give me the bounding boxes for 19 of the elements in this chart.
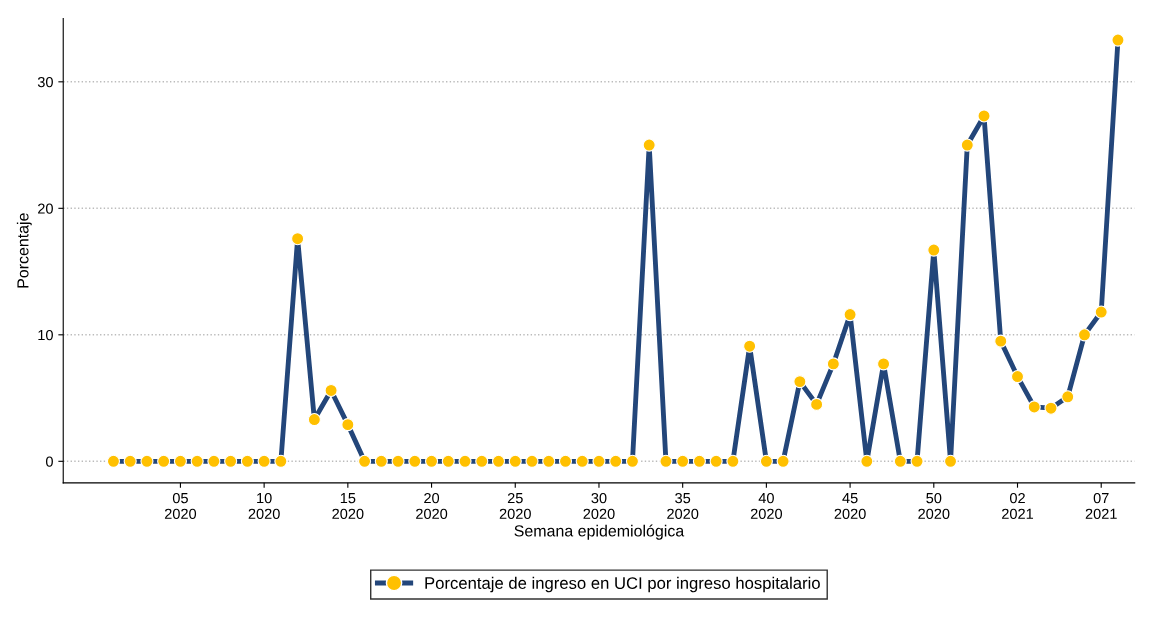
- x-tick-label: 15 2020: [332, 493, 364, 519]
- x-tick-label: 20 2020: [416, 492, 448, 519]
- x-tick-label: 25 2020: [499, 492, 531, 519]
- legend-label: Porcentaje de ingreso en UCI por ingreso hospitalario: [425, 576, 820, 593]
- x-tick-label: 05 2020: [164, 492, 197, 519]
- y-tick-label: 0: [45, 456, 53, 467]
- y-tick-label: 10: [38, 329, 53, 341]
- x-tick-label: 35 2020: [667, 492, 699, 519]
- x-tick-label: 07 2021: [1085, 492, 1117, 519]
- y-tick-label: 20: [38, 203, 53, 214]
- x-tick-label: 10 2020: [248, 492, 280, 519]
- y-axis-title: Porcentaje: [16, 213, 32, 288]
- y-tick-label: 30: [37, 76, 53, 88]
- x-tick-label: 02 2021: [1002, 492, 1034, 519]
- x-axis-title: Semana epidemiológica: [514, 524, 685, 540]
- x-tick-label: 30 2020: [583, 492, 615, 519]
- x-tick-label: 50 2020: [918, 492, 950, 519]
- x-tick-label: 40 2020: [750, 492, 783, 519]
- x-tick-label: 45 2020: [834, 493, 866, 519]
